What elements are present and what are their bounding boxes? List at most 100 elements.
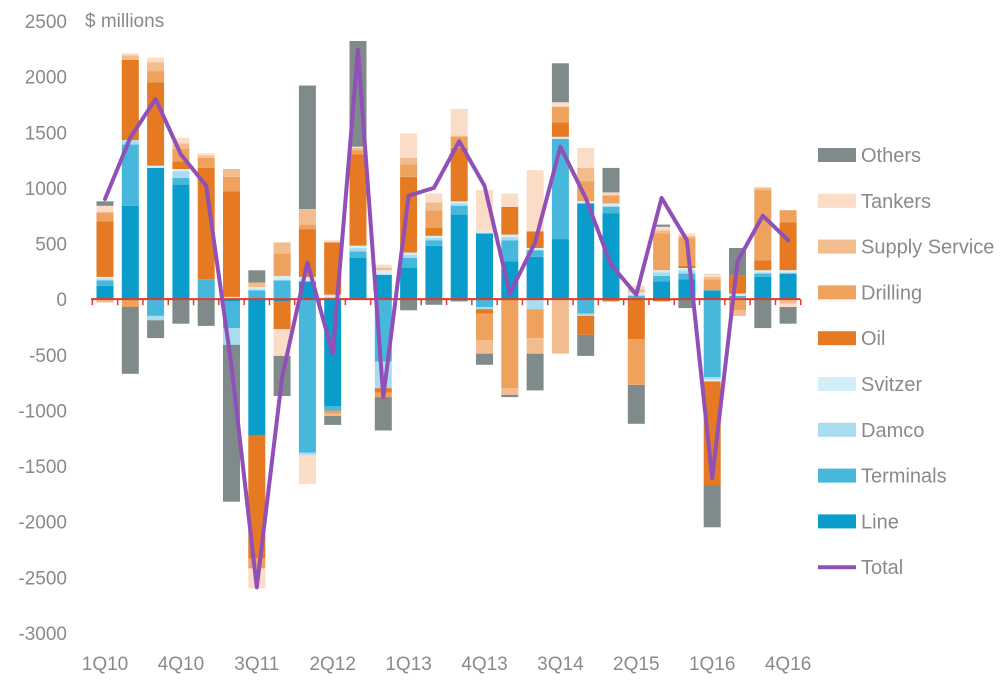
bar-segment-oil: [551, 122, 569, 137]
bar-segment-svitzer: [425, 235, 443, 238]
bar-segment-svitzer: [400, 252, 418, 255]
bar-segment-damco: [501, 236, 519, 241]
bar-segment-oil: [298, 229, 316, 277]
bar-segment-tankers: [374, 264, 392, 268]
bar-segment-line: [551, 239, 569, 300]
y-tick-label: 1000: [25, 179, 67, 200]
y-tick-label: -3000: [18, 624, 67, 645]
legend-swatch-line: [818, 514, 856, 529]
y-tick-label: 2500: [25, 12, 67, 33]
bar-segment-oil: [223, 191, 240, 297]
bar-segment-tankers: [754, 186, 772, 188]
bar-segment-others: [703, 485, 721, 528]
x-tick-label: 3Q11: [234, 654, 279, 675]
bar-segment-terminals: [577, 299, 595, 314]
bar-segment-svitzer: [172, 169, 190, 172]
bar-segment-line: [450, 214, 468, 300]
bar-segment-tankers: [324, 240, 342, 243]
bar-segment-tankers: [526, 170, 544, 232]
legend-label: Svitzer: [861, 374, 922, 396]
bar-segment-supply-service: [779, 299, 797, 304]
legend-swatch-svitzer: [818, 377, 856, 391]
bar-segment-supply-service: [425, 202, 443, 211]
y-tick-label: 2000: [25, 68, 67, 89]
bar-segment-oil: [501, 206, 519, 235]
bar-segment-terminals: [450, 205, 468, 215]
legend-swatch-tankers: [818, 193, 856, 208]
bar-segment-tankers: [121, 53, 139, 56]
bar-segment-supply-service: [349, 147, 367, 151]
bar-segment-oil: [172, 161, 190, 169]
bar-segment-terminals: [197, 279, 215, 300]
bar-segment-supply-service: [121, 55, 139, 60]
bar-segment-others: [501, 394, 519, 398]
bar-segment-damco: [298, 452, 316, 455]
legend-swatch-damco: [818, 422, 856, 437]
bar-segment-line: [400, 268, 418, 300]
bar-segment-supply-service: [248, 282, 266, 287]
bar-segment-svitzer: [476, 231, 493, 234]
bar-segment-supply-service: [374, 268, 392, 271]
y-tick-label: 0: [56, 290, 67, 311]
bar-segment-svitzer: [703, 379, 721, 382]
bar-segment-drilling: [729, 299, 746, 311]
bar-segment-line: [374, 274, 392, 300]
legend-label: Tankers: [861, 191, 931, 213]
bar-segment-terminals: [729, 295, 746, 300]
bar-segment-terminals: [349, 251, 367, 258]
bar-segment-line: [425, 245, 443, 300]
bar-segment-supply-service: [653, 230, 671, 234]
bar-segment-damco: [349, 248, 367, 252]
bar-segment-drilling: [476, 313, 493, 341]
x-tick-label: 4Q16: [765, 654, 811, 675]
bar-segment-terminals: [703, 299, 721, 378]
bar-segment-line: [653, 281, 671, 300]
bar-segment-supply-service: [450, 135, 468, 137]
x-axis: 1Q10 4Q10 3Q11 2Q12 1Q13 4Q13 3Q14 2Q15 1Q16 4Q16: [82, 654, 812, 675]
legend-label: Supply Service: [861, 237, 994, 259]
bar-segment-others: [172, 299, 190, 324]
bar-segment-tankers: [197, 153, 215, 156]
bar-segment-oil: [602, 299, 620, 302]
bar-segment-svitzer: [273, 275, 291, 281]
bar-segment-tankers: [96, 205, 114, 213]
y-tick-label: -2500: [18, 568, 67, 589]
bar-segment-drilling: [501, 299, 519, 389]
legend-label: Terminals: [861, 466, 947, 488]
bar-segment-tankers: [349, 146, 367, 148]
bars: [96, 41, 797, 589]
bar-segment-tankers: [298, 455, 316, 484]
bar-segment-drilling: [147, 71, 165, 83]
bar-segment-svitzer: [374, 270, 392, 275]
bar-segment-others: [450, 299, 468, 302]
bar-segment-drilling: [602, 195, 620, 204]
legend-swatch-drilling: [818, 285, 856, 300]
bar-segment-tankers: [425, 193, 443, 203]
bar-segment-drilling: [551, 106, 569, 123]
bar-segment-line: [248, 299, 266, 435]
bar-segment-others: [121, 307, 139, 374]
bar-segment-others: [754, 299, 772, 329]
bar-segment-terminals: [476, 299, 493, 307]
bar-segment-terminals: [324, 406, 342, 411]
x-tick-label: 4Q10: [158, 654, 204, 675]
bar-segment-oil: [349, 154, 367, 246]
bar-segment-damco: [324, 297, 342, 300]
bar-segment-others: [476, 353, 493, 365]
bar-segment-supply-service: [172, 143, 190, 149]
bar-segment-line: [121, 205, 139, 300]
bar-segment-supply-service: [400, 157, 418, 165]
bar-segment-line: [96, 285, 114, 300]
y-tick-label: 500: [35, 235, 67, 256]
bar-segment-tankers: [602, 192, 620, 195]
bar-segment-oil: [476, 309, 493, 314]
bar-segment-drilling: [400, 164, 418, 177]
legend-label: Others: [861, 145, 921, 167]
legend-label: Damco: [861, 420, 924, 442]
bar-segment-oil: [197, 167, 215, 280]
bar-segment-others: [374, 397, 392, 431]
legend-label: Line: [861, 511, 899, 533]
bar-segment-svitzer: [324, 294, 342, 297]
bar-segment-oil: [577, 315, 595, 335]
bar-segment-oil: [653, 299, 671, 302]
